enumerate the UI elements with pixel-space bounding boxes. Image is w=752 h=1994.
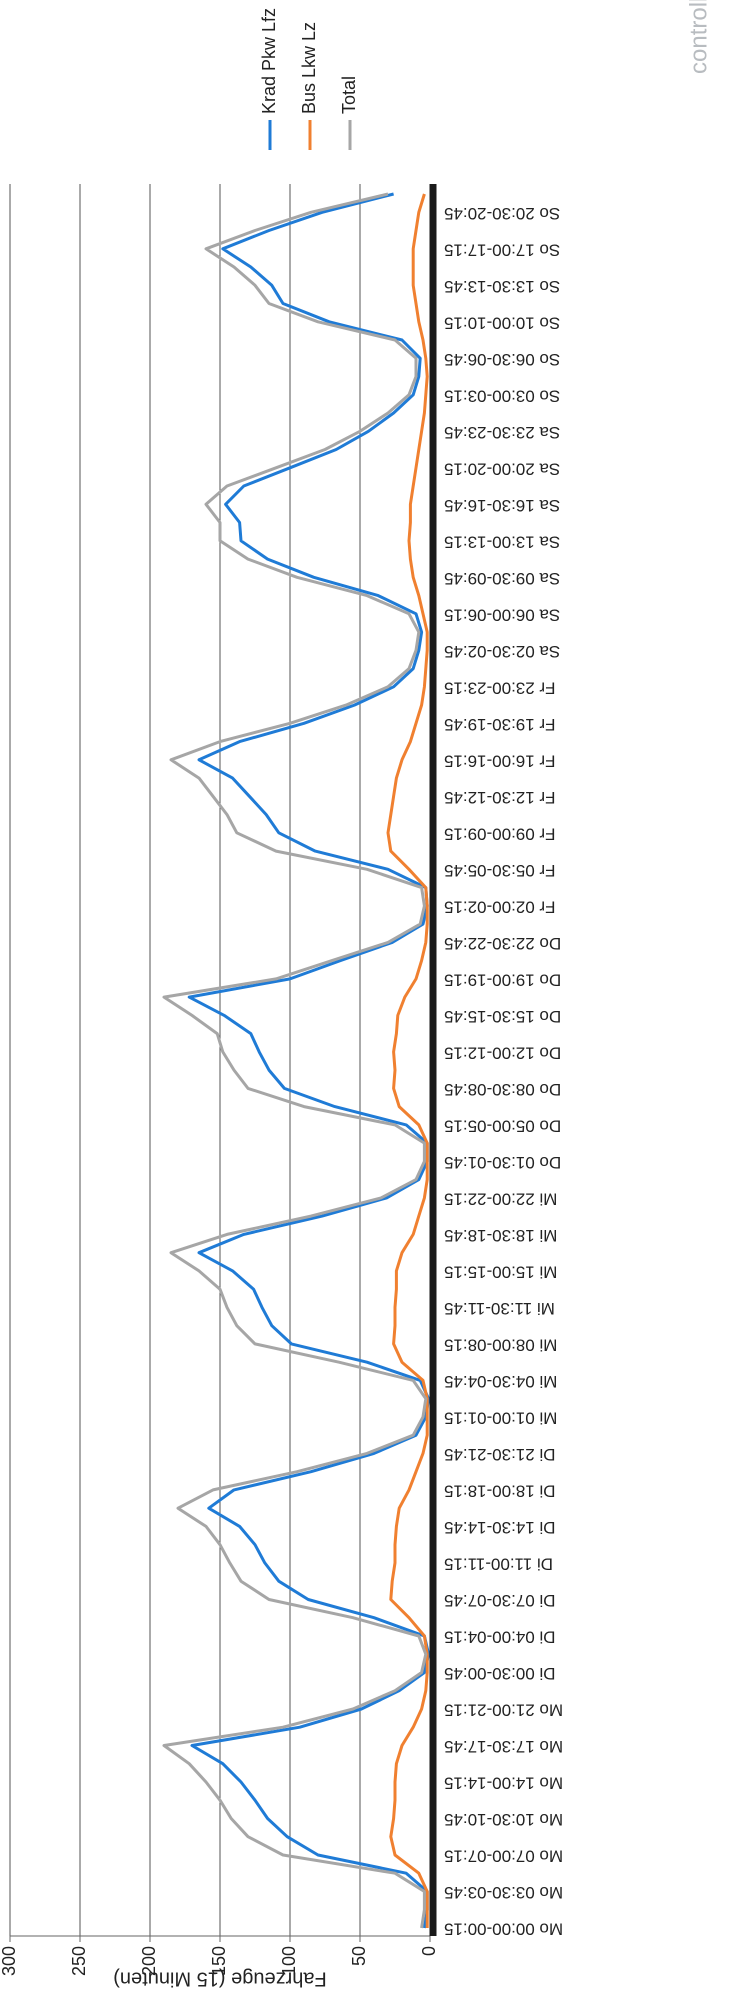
y-tick-label: 200 — [139, 1946, 159, 1976]
y-tick-label: 300 — [0, 1946, 19, 1976]
series-line — [386, 193, 429, 1928]
x-tick-label: Sa 20:00-20:15 — [444, 459, 560, 478]
x-tick-label: Di 07:30-07:45 — [444, 1591, 556, 1610]
x-tick-label: Di 21:30-21:45 — [444, 1445, 556, 1464]
x-tick-label: Di 18:00-18:15 — [444, 1481, 556, 1500]
x-tick-label: Fr 12:30-12:45 — [444, 788, 556, 807]
x-tick-label: So 10:00-10:15 — [444, 313, 560, 332]
x-tick-label: Sa 23:30-23:45 — [444, 423, 560, 442]
x-tick-label: Mo 00:00-00:15 — [444, 1920, 563, 1939]
x-tick-label: Mi 11:30-11:45 — [444, 1299, 555, 1318]
x-tick-label: Sa 06:00-06:15 — [444, 605, 560, 624]
series-line — [162, 192, 428, 1929]
x-tick-label: So 20:30-20:45 — [444, 204, 560, 223]
x-tick-label: Do 08:30-08:45 — [444, 1080, 561, 1099]
x-tick-label: Mi 04:30-04:45 — [444, 1372, 557, 1391]
y-tick-label: 250 — [69, 1946, 89, 1976]
x-tick-label: Sa 13:00-13:15 — [444, 532, 560, 551]
x-tick-label: So 17:00-17:15 — [444, 240, 560, 259]
x-tick-label: Di 00:30-00:45 — [444, 1664, 556, 1683]
x-tick-label: Mo 03:30-03:45 — [444, 1883, 563, 1902]
x-tick-label: So 13:30-13:45 — [444, 277, 560, 296]
x-tick-label: Mo 21:00-21:15 — [444, 1700, 563, 1719]
x-tick-label: So 03:00-03:15 — [444, 386, 560, 405]
x-tick-label: Mi 01:00-01:15 — [444, 1408, 557, 1427]
x-tick-label: Sa 09:30-09:45 — [444, 569, 560, 588]
legend-label: Total — [339, 76, 359, 114]
x-tick-label: Do 01:30-01:45 — [444, 1153, 561, 1172]
legend-label: Krad Pkw Lfz — [259, 8, 279, 114]
x-tick-label: Di 14:30-14:45 — [444, 1518, 556, 1537]
x-tick-label: Mo 10:30-10:45 — [444, 1810, 563, 1829]
chart-body: controlli Fahrzeuge (15 Minuten) 0 50 100 1… — [0, 0, 712, 1990]
x-tick-label: Mi 18:30-18:45 — [444, 1226, 557, 1245]
x-tick-label: Di 04:00-04:15 — [444, 1627, 556, 1646]
x-tick-label: Di 11:00-11:15 — [444, 1554, 553, 1573]
x-tick-label: Do 05:00-05:15 — [444, 1116, 561, 1135]
x-tick-label: Mo 17:30-17:45 — [444, 1737, 563, 1756]
x-tick-label: Do 22:30-22:45 — [444, 934, 561, 953]
y-tick-label: 100 — [279, 1946, 299, 1976]
x-tick-label: Fr 23:00-23:15 — [444, 678, 556, 697]
x-tick-label: Fr 02:00-02:15 — [444, 897, 556, 916]
x-tick-label: Mi 15:00-15:15 — [444, 1262, 557, 1281]
y-axis-title: Fahrzeuge (15 Minuten) — [113, 1968, 326, 1990]
y-tick-label: 150 — [209, 1946, 229, 1976]
x-tick-label: Do 12:00-12:15 — [444, 1043, 561, 1062]
x-tick-label: Mi 08:00-08:15 — [444, 1335, 557, 1354]
x-tick-label: Fr 16:00-16:15 — [444, 751, 556, 770]
x-tick-label: Mo 07:00-07:15 — [444, 1847, 563, 1866]
x-tick-label: Do 19:00-19:15 — [444, 970, 561, 989]
x-tick-label: Mo 14:00-14:15 — [444, 1773, 563, 1792]
y-tick-label: 50 — [349, 1946, 369, 1966]
x-tick-label: Do 15:30-15:45 — [444, 1007, 561, 1026]
x-tick-label: Fr 09:00-09:15 — [444, 824, 556, 843]
legend-label: Bus Lkw Lz — [299, 22, 319, 114]
x-tick-label: Fr 19:30-19:45 — [444, 715, 556, 734]
x-tick-label: So 06:30-06:45 — [444, 350, 560, 369]
x-tick-label: Sa 02:30-02:45 — [444, 642, 560, 661]
x-tick-label: Sa 16:30-16:45 — [444, 496, 560, 515]
x-tick-label: Mi 22:00-22:15 — [444, 1189, 557, 1208]
logo-text: controlli — [685, 0, 712, 74]
x-tick-label: Fr 05:30-05:45 — [444, 861, 556, 880]
y-tick-label: 0 — [419, 1946, 439, 1956]
